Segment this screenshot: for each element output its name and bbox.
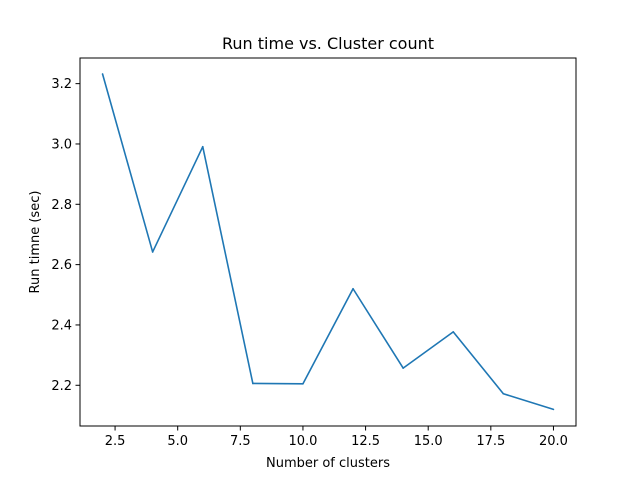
x-axis-ticks: 2.5 5.0 7.5 10.0 12.5 15.0 17.5 20.0 (105, 426, 568, 449)
plot-frame (79, 57, 577, 427)
data-point (302, 382, 304, 385)
x-tick-label: 5.0 (167, 434, 188, 449)
x-tick-label: 17.5 (476, 434, 505, 449)
data-point (552, 408, 555, 411)
x-tick-label: 10.0 (288, 434, 317, 449)
x-tick-label: 20.0 (539, 434, 568, 449)
x-tick-label: 15.0 (414, 434, 443, 449)
y-tick-label: 2.2 (51, 379, 72, 394)
plot-area (101, 73, 555, 411)
y-axis-ticks: 2.2 2.4 2.6 2.8 3.0 3.2 (51, 77, 80, 394)
data-point (452, 331, 455, 333)
series-line-0 (101, 73, 554, 411)
data-point (352, 287, 354, 290)
data-point (201, 145, 204, 148)
data-point (101, 73, 104, 75)
chart-title: Run time vs. Cluster count (222, 34, 434, 53)
data-point (502, 392, 505, 395)
y-tick-label: 2.8 (51, 198, 72, 213)
x-tick-label: 12.5 (351, 434, 380, 449)
y-tick-label: 3.0 (51, 137, 72, 152)
y-tick-label: 2.4 (51, 318, 72, 333)
data-point (402, 367, 404, 369)
y-tick-label: 3.2 (51, 77, 72, 92)
data-point (151, 251, 154, 253)
x-tick-label: 7.5 (230, 434, 251, 449)
data-point (252, 382, 254, 385)
y-tick-label: 2.6 (51, 258, 72, 273)
y-axis-label: Run timne (sec) (28, 191, 43, 294)
x-tick-label: 2.5 (105, 434, 126, 449)
x-axis-label: Number of clusters (266, 456, 390, 471)
